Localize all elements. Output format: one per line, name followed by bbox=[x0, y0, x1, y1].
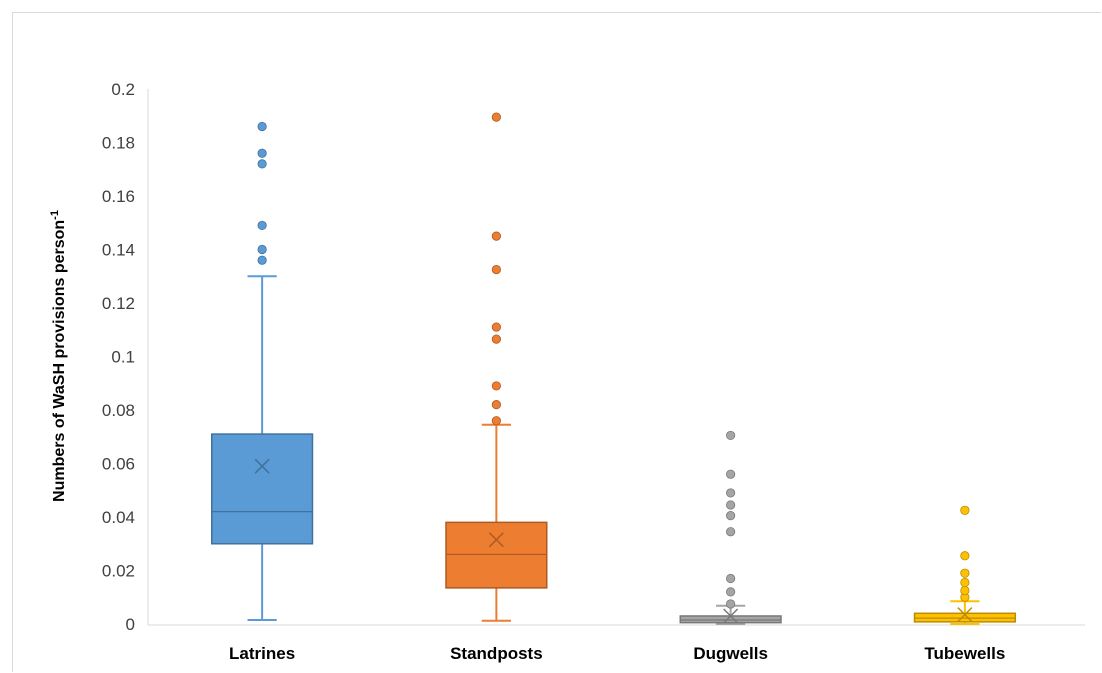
category-label-standposts: Standposts bbox=[450, 644, 543, 663]
outlier-point bbox=[258, 221, 266, 229]
outlier-point bbox=[961, 506, 969, 514]
y-tick-label: 0.16 bbox=[102, 187, 135, 206]
y-tick-label: 0.06 bbox=[102, 455, 135, 474]
outlier-point bbox=[492, 335, 500, 343]
y-axis-label-text: Numbers of WaSH provisions person bbox=[51, 220, 68, 502]
outlier-point bbox=[258, 245, 266, 253]
outlier-point bbox=[492, 232, 500, 240]
outlier-point bbox=[726, 470, 734, 478]
box-iqr bbox=[212, 434, 313, 544]
outlier-point bbox=[492, 323, 500, 331]
outlier-point bbox=[961, 552, 969, 560]
outlier-point bbox=[726, 528, 734, 536]
outlier-point bbox=[492, 265, 500, 273]
outlier-point bbox=[726, 501, 734, 509]
outlier-point bbox=[726, 431, 734, 439]
y-tick-label: 0 bbox=[126, 615, 135, 634]
outlier-point bbox=[726, 588, 734, 596]
outlier-point bbox=[961, 569, 969, 577]
y-tick-label: 0.12 bbox=[102, 294, 135, 313]
box-iqr bbox=[446, 522, 547, 588]
y-tick-label: 0.02 bbox=[102, 562, 135, 581]
outlier-point bbox=[492, 400, 500, 408]
outlier-point bbox=[726, 574, 734, 582]
outlier-point bbox=[961, 586, 969, 594]
outlier-point bbox=[258, 122, 266, 130]
y-tick-label: 0.14 bbox=[102, 241, 135, 260]
outlier-point bbox=[492, 382, 500, 390]
outlier-point bbox=[492, 417, 500, 425]
y-axis-label-superscript: -1 bbox=[49, 210, 61, 220]
category-label-latrines: Latrines bbox=[229, 644, 295, 663]
outlier-point bbox=[726, 511, 734, 519]
category-label-tubewells: Tubewells bbox=[924, 644, 1005, 663]
category-label-dugwells: Dugwells bbox=[693, 644, 768, 663]
outlier-point bbox=[726, 489, 734, 497]
y-tick-label: 0.04 bbox=[102, 508, 135, 527]
outlier-point bbox=[726, 600, 734, 608]
category-labels: Latrines Standposts Dugwells Tubewells bbox=[229, 644, 1005, 663]
box-standposts bbox=[446, 113, 547, 621]
outlier-point bbox=[492, 113, 500, 121]
y-tick-label: 0.18 bbox=[102, 134, 135, 153]
y-tick-labels: 0 0.02 0.04 0.06 0.08 0.1 0.12 0.14 0.16 0.18 0.2 bbox=[102, 80, 135, 634]
box-latrines bbox=[212, 122, 313, 620]
y-axis-label: Numbers of WaSH provisions person-1 bbox=[49, 210, 68, 502]
outlier-point bbox=[258, 256, 266, 264]
outlier-point bbox=[258, 149, 266, 157]
box-dugwells bbox=[680, 431, 781, 624]
y-tick-label: 0.1 bbox=[111, 348, 135, 367]
outlier-point bbox=[961, 578, 969, 586]
y-tick-label: 0.08 bbox=[102, 401, 135, 420]
y-tick-label: 0.2 bbox=[111, 80, 135, 99]
outlier-point bbox=[258, 160, 266, 168]
box-series bbox=[212, 113, 1015, 624]
box-tubewells bbox=[915, 506, 1016, 624]
